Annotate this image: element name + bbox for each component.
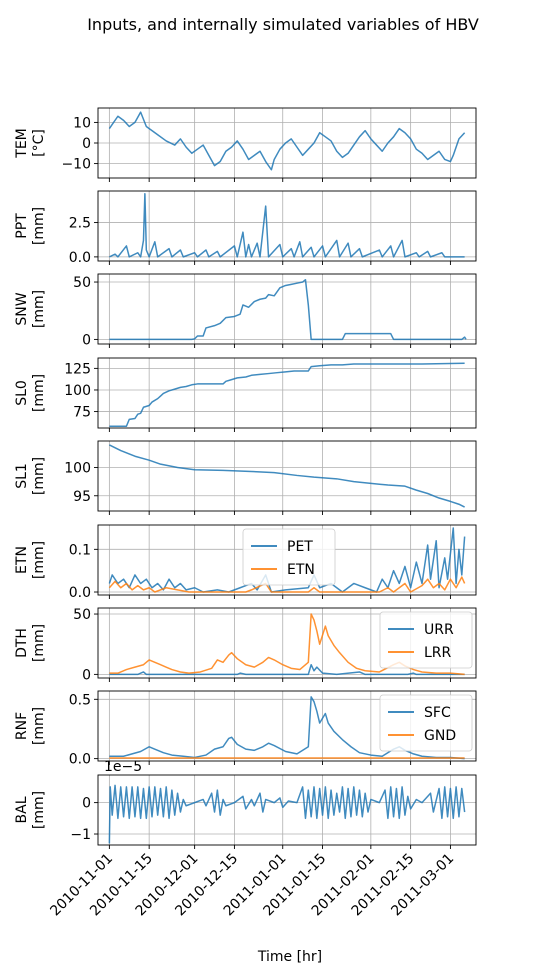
legend-box [379, 694, 473, 752]
series-line-sl0 [109, 362, 465, 428]
y-axis-label-line: SL0 [14, 380, 30, 406]
x-axis: 2010-11-012010-11-152010-12-012010-12-15… [47, 851, 457, 920]
y-tick-label: 100 [64, 461, 91, 477]
panel-rnf: 0.5 0.0 RNF[mm] SFC GND [14, 690, 477, 768]
legend-label-gnd: GND [424, 728, 456, 744]
y-axis-label-line: BAL [14, 796, 30, 823]
legend-label-etn: ETN [287, 562, 315, 578]
legend: SFC GND [379, 694, 473, 752]
y-axis-label: SL0[mm] [14, 374, 47, 412]
y-axis-label-line: [mm] [31, 290, 47, 328]
y-tick-label: −10 [61, 157, 91, 173]
y-axis-label: TEM[°C] [14, 128, 47, 158]
panel-sl1: 100 95 SL1[mm] [14, 440, 477, 515]
y-axis-label-line: [mm] [31, 791, 47, 829]
y-tick-label: 75 [73, 405, 91, 421]
y-axis-label: ETN[mm] [14, 541, 47, 579]
axes-frame [97, 190, 477, 262]
x-axis-label: Time [hr] [257, 949, 322, 965]
y-axis-label-line: ETN [14, 546, 30, 574]
y-axis-label: PPT[mm] [14, 207, 47, 245]
y-axis-label: DTH[mm] [14, 624, 47, 662]
series-line-etn [108, 576, 466, 593]
y-axis-label: SL1[mm] [14, 457, 47, 495]
legend-label-lrr: LRR [424, 645, 452, 661]
y-axis-label-line: [mm] [31, 374, 47, 412]
legend: URR LRR [379, 611, 473, 669]
series-line-urr [109, 663, 465, 676]
y-axis-label-line: SNW [14, 292, 30, 325]
y-axis-label: BAL[mm] [14, 791, 47, 829]
y-axis-label-line: [mm] [31, 207, 47, 245]
y-tick-label: 0 [82, 332, 91, 348]
panel-sl0: 125 100 75 SL0[mm] [14, 357, 477, 432]
panel-bal: 0 −1 BAL[mm] 1e−5 [14, 759, 477, 849]
panels: 100−10TEM[°C]2.50.0PPT[mm]500SNW[mm]1251… [14, 107, 477, 849]
y-axis-label-line: DTH [14, 628, 30, 658]
y-tick-label: 0.1 [69, 542, 91, 558]
y-tick-label: 0 [82, 667, 91, 683]
series-line-snw [109, 278, 467, 341]
axes-frame [97, 690, 477, 762]
y-tick-label: 10 [73, 115, 91, 131]
axes-frame [97, 357, 477, 429]
legend-box [242, 528, 336, 586]
y-offset-text: 1e−5 [104, 759, 142, 775]
series-line-bal [108, 784, 466, 844]
series-line-sl1 [109, 444, 465, 508]
y-tick-label: 0.0 [69, 250, 91, 266]
y-tick-label: 125 [64, 361, 91, 377]
panel-ppt: 2.5 0.0 PPT[mm] [14, 190, 477, 266]
axes-frame [97, 774, 477, 846]
y-tick-label: 2.5 [69, 216, 91, 232]
y-tick-label: 0 [82, 796, 91, 812]
legend-label-urr: URR [424, 622, 454, 638]
series-line-tem [108, 111, 466, 171]
legend-label-pet: PET [287, 539, 313, 555]
y-tick-label: 100 [64, 383, 91, 399]
series-line-ppt [109, 193, 465, 258]
y-tick-label: −1 [70, 827, 91, 843]
y-axis-label-line: [mm] [31, 707, 47, 745]
y-tick-label: 0.5 [69, 692, 91, 708]
legend: PET ETN [242, 528, 336, 586]
y-axis-label-line: TEM [14, 128, 30, 158]
y-axis-label-line: PPT [14, 213, 30, 239]
panel-tem: 10 0 −10 TEM[°C] [14, 107, 477, 182]
legend-box [379, 611, 473, 669]
y-tick-label: 95 [73, 489, 91, 505]
y-tick-label: 0 [82, 136, 91, 152]
y-tick-label: 50 [73, 607, 91, 623]
y-axis-label: RNF[mm] [14, 707, 47, 745]
figure-title: Inputs, and internally simulated variabl… [87, 15, 479, 34]
axes-frame [97, 607, 477, 679]
axes-frame [97, 273, 477, 345]
y-tick-label: 0.0 [69, 585, 91, 601]
y-axis-label-line: [°C] [31, 129, 47, 157]
y-axis-label-line: SL1 [14, 463, 30, 489]
panel-dth: 50 0 DTH[mm] URR LRR [14, 607, 477, 683]
axes-frame [97, 440, 477, 512]
y-axis-label-line: RNF [14, 712, 30, 740]
y-axis-label-line: [mm] [31, 541, 47, 579]
y-tick-label: 0.0 [69, 752, 91, 768]
y-axis-label: SNW[mm] [14, 290, 47, 328]
series-line-lrr [109, 613, 465, 676]
axes-frame [97, 524, 477, 596]
y-axis-label-line: [mm] [31, 457, 47, 495]
legend-label-sfc: SFC [424, 705, 451, 721]
y-tick-label: 50 [73, 275, 91, 291]
y-axis-label-line: [mm] [31, 624, 47, 662]
panel-snw: 50 0 SNW[mm] [14, 273, 477, 348]
